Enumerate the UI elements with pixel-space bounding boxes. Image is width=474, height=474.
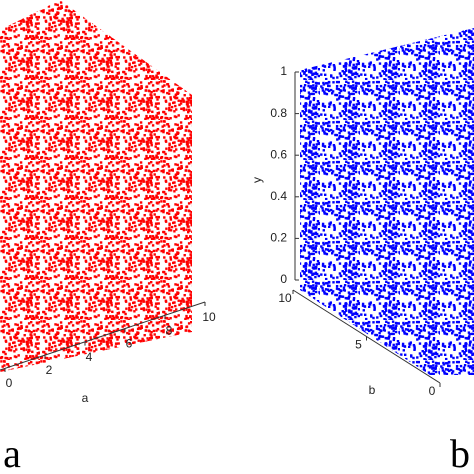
panel-label: b — [450, 431, 470, 474]
z-tick-label: 0.2 — [270, 231, 287, 245]
z-tick-label: 0.4 — [270, 189, 287, 203]
x-axis-label: b — [369, 383, 376, 397]
x-tick-label: 10 — [202, 310, 216, 324]
x-tick-label: 0 — [429, 384, 436, 398]
x-tick-label: 6 — [126, 337, 133, 351]
x-tick-label: 0 — [6, 376, 13, 390]
x-tick-label: 2 — [46, 363, 53, 377]
x-axis — [0, 301, 206, 371]
z-tick-label: 0 — [280, 272, 287, 286]
x-tick-label: 5 — [355, 338, 362, 352]
z-tick-label: 1 — [280, 64, 287, 78]
point-cloud — [0, 0, 192, 372]
x-axis-label: a — [82, 391, 89, 405]
panel-label: a — [3, 431, 21, 474]
z-axis-label: y — [250, 177, 264, 183]
x-tick-label: 4 — [86, 350, 93, 364]
point-cloud — [300, 28, 474, 375]
z-tick-label: 0.6 — [270, 147, 287, 161]
z-tick-label: 0.8 — [270, 106, 287, 120]
x-tick-label: 8 — [166, 323, 173, 337]
x-tick-label: 10 — [278, 291, 292, 305]
